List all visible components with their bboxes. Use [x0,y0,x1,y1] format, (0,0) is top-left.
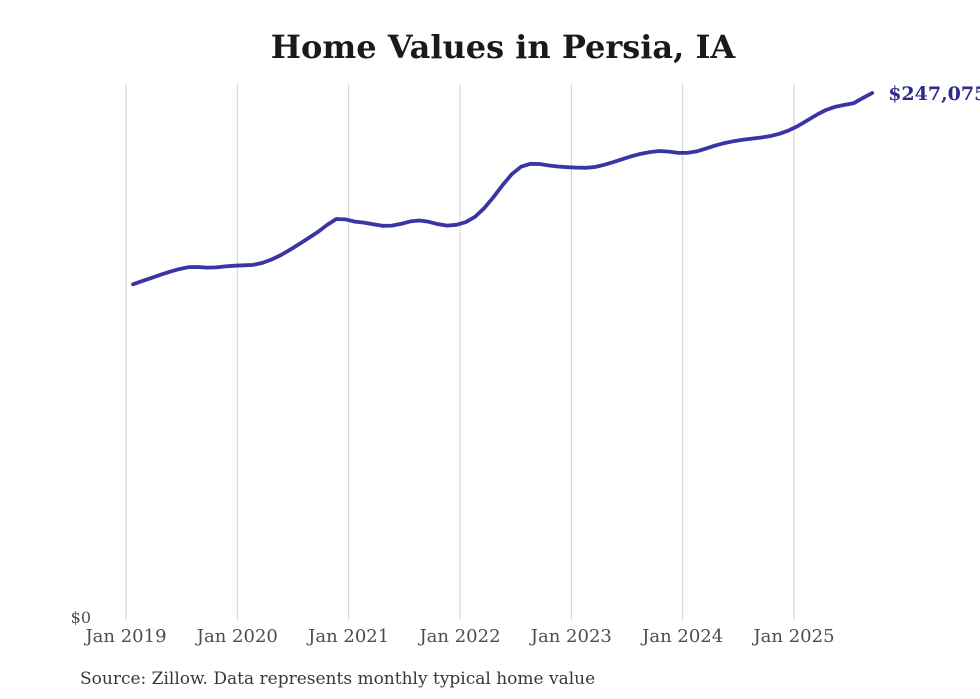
chart-title: Home Values in Persia, IA [271,28,737,66]
x-tick-label: Jan 2025 [751,626,834,647]
latest-value-annotation: $247,075 [888,83,980,105]
x-tick-label: Jan 2023 [529,626,612,647]
x-tick-label: Jan 2020 [195,626,278,647]
source-note: Source: Zillow. Data represents monthly … [80,669,595,689]
x-tick-label: Jan 2021 [306,626,389,647]
x-tick-label: Jan 2022 [417,626,500,647]
y-axis-zero-label: $0 [71,608,91,627]
home-value-series-line [131,91,875,287]
x-tick-label: Jan 2024 [640,626,723,647]
gridlines [125,84,795,620]
x-tick-label: Jan 2019 [83,626,166,647]
x-axis-tick-labels: Jan 2019 Jan 2020 Jan 2021 Jan 2022 Jan 2023… [83,626,834,647]
